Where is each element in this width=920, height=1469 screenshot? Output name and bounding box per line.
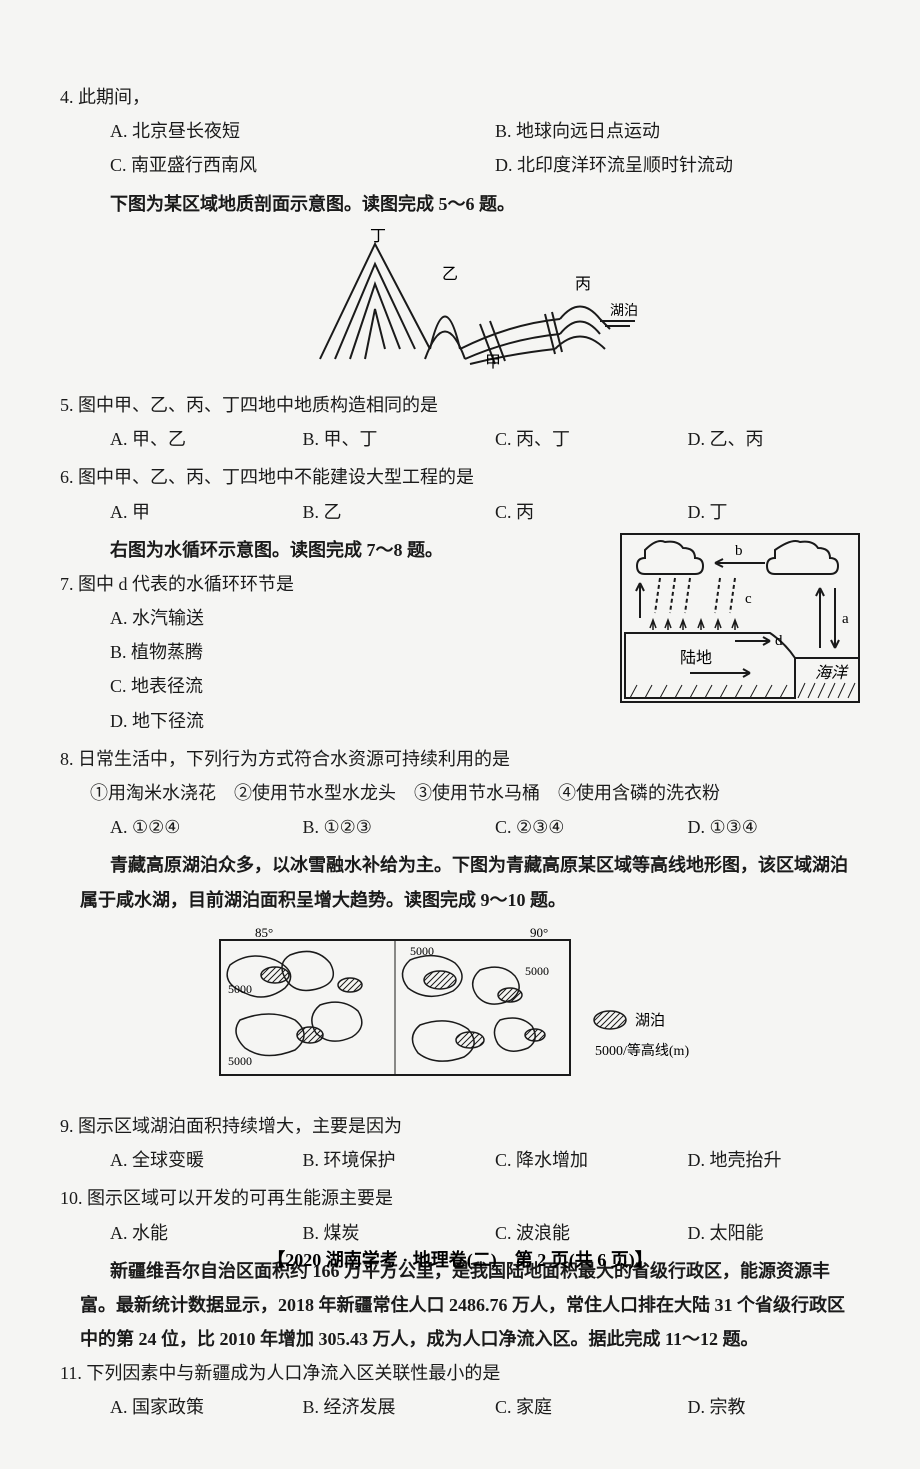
q10-opt-b: B. 煤炭: [303, 1216, 476, 1250]
q10-opt-d: D. 太阳能: [688, 1216, 861, 1250]
q5-opt-c: C. 丙、丁: [495, 422, 668, 456]
q9-text: 9. 图示区域湖泊面积持续增大，主要是因为: [60, 1109, 860, 1143]
label-a: a: [842, 611, 849, 627]
label-d: d: [775, 633, 783, 649]
label-bing: 丙: [575, 276, 591, 293]
q8-text: 8. 日常生活中，下列行为方式符合水资源可持续利用的是: [60, 742, 860, 776]
q11-opt-b: B. 经济发展: [303, 1390, 476, 1424]
q6-opt-d: D. 丁: [688, 495, 861, 529]
q5-opt-b: B. 甲、丁: [303, 422, 476, 456]
q4-opt-c: C. 南亚盛行西南风: [110, 148, 475, 182]
q8-opt-d: D. ①③④: [688, 810, 861, 844]
q11-opt-c: C. 家庭: [495, 1390, 668, 1424]
q11-text: 11. 下列因素中与新疆成为人口净流入区关联性最小的是: [60, 1356, 860, 1390]
figure-water-cycle: b c a: [620, 533, 860, 714]
question-6: 6. 图中甲、乙、丙、丁四地中不能建设大型工程的是 A. 甲 B. 乙 C. 丙…: [60, 460, 860, 528]
q4-opt-a: A. 北京昼长夜短: [110, 114, 475, 148]
q6-opt-a: A. 甲: [110, 495, 283, 529]
q10-opt-c: C. 波浪能: [495, 1216, 668, 1250]
instruction-9-10: 青藏高原湖泊众多，以冰雪融水补给为主。下图为青藏高原某区域等高线地形图，该区域湖…: [60, 848, 860, 916]
label-lon85: 85°: [255, 925, 273, 940]
q4-opt-d: D. 北印度洋环流呈顺时针流动: [495, 148, 860, 182]
question-4: 4. 此期间， A. 北京昼长夜短 B. 地球向远日点运动 C. 南亚盛行西南风…: [60, 80, 860, 183]
q10-text: 10. 图示区域可以开发的可再生能源主要是: [60, 1181, 860, 1215]
q5-options: A. 甲、乙 B. 甲、丁 C. 丙、丁 D. 乙、丙: [60, 422, 860, 456]
svg-text:5000: 5000: [410, 944, 434, 958]
label-ding: 丁: [370, 229, 386, 245]
q8-opt-c: C. ②③④: [495, 810, 668, 844]
label-yi: 乙: [442, 266, 458, 283]
legend-contour: 5000/等高线(m): [595, 1042, 689, 1059]
q6-text: 6. 图中甲、乙、丙、丁四地中不能建设大型工程的是: [60, 460, 860, 494]
svg-text:5000: 5000: [228, 1054, 252, 1068]
instruction-5-6: 下图为某区域地质剖面示意图。读图完成 5～6 题。: [60, 187, 860, 221]
q4-opt-b: B. 地球向远日点运动: [495, 114, 860, 148]
q5-text: 5. 图中甲、乙、丙、丁四地中地质构造相同的是: [60, 388, 860, 422]
legend-lake: 湖泊: [635, 1012, 665, 1029]
svg-text:5000: 5000: [228, 982, 252, 996]
contour-svg: 85° 90°: [180, 925, 740, 1090]
svg-text:5000: 5000: [525, 964, 549, 978]
question-8: 8. 日常生活中，下列行为方式符合水资源可持续利用的是 ①用淘米水浇花 ②使用节…: [60, 742, 860, 845]
q11-opt-a: A. 国家政策: [110, 1390, 283, 1424]
q6-opt-c: C. 丙: [495, 495, 668, 529]
question-5: 5. 图中甲、乙、丙、丁四地中地质构造相同的是 A. 甲、乙 B. 甲、丁 C.…: [60, 388, 860, 456]
q4-text: 4. 此期间，: [60, 80, 860, 114]
q8-opt-a: A. ①②④: [110, 810, 283, 844]
q10-options: A. 水能 B. 煤炭 C. 波浪能 D. 太阳能: [60, 1216, 860, 1250]
question-10: 10. 图示区域可以开发的可再生能源主要是 A. 水能 B. 煤炭 C. 波浪能…: [60, 1181, 860, 1249]
q9-options: A. 全球变暖 B. 环境保护 C. 降水增加 D. 地壳抬升: [60, 1143, 860, 1177]
q6-options: A. 甲 B. 乙 C. 丙 D. 丁: [60, 495, 860, 529]
q8-opt-b: B. ①②③: [303, 810, 476, 844]
geological-svg: 丁 乙 丙 甲 湖泊: [280, 229, 640, 369]
q11-options: A. 国家政策 B. 经济发展 C. 家庭 D. 宗教: [60, 1390, 860, 1424]
question-9: 9. 图示区域湖泊面积持续增大，主要是因为 A. 全球变暖 B. 环境保护 C.…: [60, 1109, 860, 1177]
q8-options: A. ①②④ B. ①②③ C. ②③④ D. ①③④: [60, 810, 860, 844]
q5-opt-d: D. 乙、丙: [688, 422, 861, 456]
q8-sub: ①用淘米水浇花 ②使用节水型水龙头 ③使用节水马桶 ④使用含磷的洗衣粉: [60, 776, 860, 810]
q4-options-row1: A. 北京昼长夜短 B. 地球向远日点运动: [60, 114, 860, 148]
q9-opt-b: B. 环境保护: [303, 1143, 476, 1177]
label-b: b: [735, 543, 743, 559]
page-footer: 【2020 湖南学考 · 地理卷(二) 第 2 页(共 6 页)】: [0, 1246, 920, 1272]
water-cycle-svg: b c a: [620, 533, 860, 703]
q9-opt-c: C. 降水增加: [495, 1143, 668, 1177]
q11-opt-d: D. 宗教: [688, 1390, 861, 1424]
label-lake: 湖泊: [610, 303, 638, 319]
figure-contour-map: 85° 90°: [60, 925, 860, 1101]
label-jia: 甲: [485, 354, 501, 369]
figure-geological-section: 丁 乙 丙 甲 湖泊: [60, 229, 860, 380]
q10-opt-a: A. 水能: [110, 1216, 283, 1250]
q5-opt-a: A. 甲、乙: [110, 422, 283, 456]
label-lon90: 90°: [530, 925, 548, 940]
q9-opt-d: D. 地壳抬升: [688, 1143, 861, 1177]
q6-opt-b: B. 乙: [303, 495, 476, 529]
label-land: 陆地: [680, 649, 712, 667]
q4-options-row2: C. 南亚盛行西南风 D. 北印度洋环流呈顺时针流动: [60, 148, 860, 182]
question-11: 11. 下列因素中与新疆成为人口净流入区关联性最小的是 A. 国家政策 B. 经…: [60, 1356, 860, 1424]
label-ocean: 海洋: [815, 664, 849, 682]
label-c: c: [745, 591, 752, 607]
q9-opt-a: A. 全球变暖: [110, 1143, 283, 1177]
